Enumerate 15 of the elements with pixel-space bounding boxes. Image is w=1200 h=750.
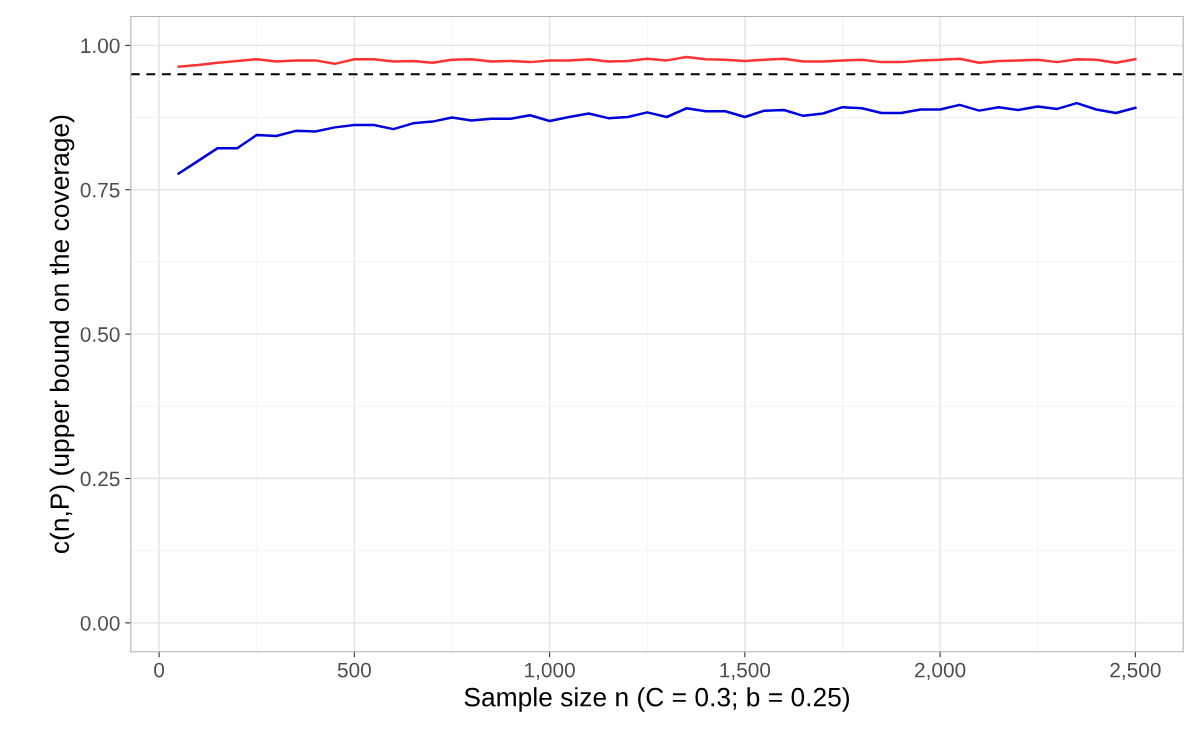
y-tick-label: 1.00 [81, 38, 120, 54]
y-tick-label: 0.25 [80, 471, 120, 487]
x-tick-label: 2,500 [1110, 662, 1161, 680]
line-series [177, 55, 1137, 68]
x-axis-title: Sample size n (C = 0.3; b = 0.25) [464, 687, 849, 712]
y-axis-title: c(n,P) (upper bound on the coverage) [49, 115, 75, 554]
x-tick-label: 500 [337, 662, 371, 678]
line-series [177, 101, 1137, 175]
x-tick-label: 1,500 [720, 662, 771, 680]
y-tick-label: 0.75 [80, 182, 120, 198]
x-tick-label: 0 [154, 662, 165, 678]
x-tick-label: 1,000 [525, 662, 575, 680]
x-tick-label: 2,000 [915, 662, 966, 680]
y-tick-label: 0.00 [80, 615, 120, 631]
y-tick-label: 0.50 [80, 327, 120, 342]
